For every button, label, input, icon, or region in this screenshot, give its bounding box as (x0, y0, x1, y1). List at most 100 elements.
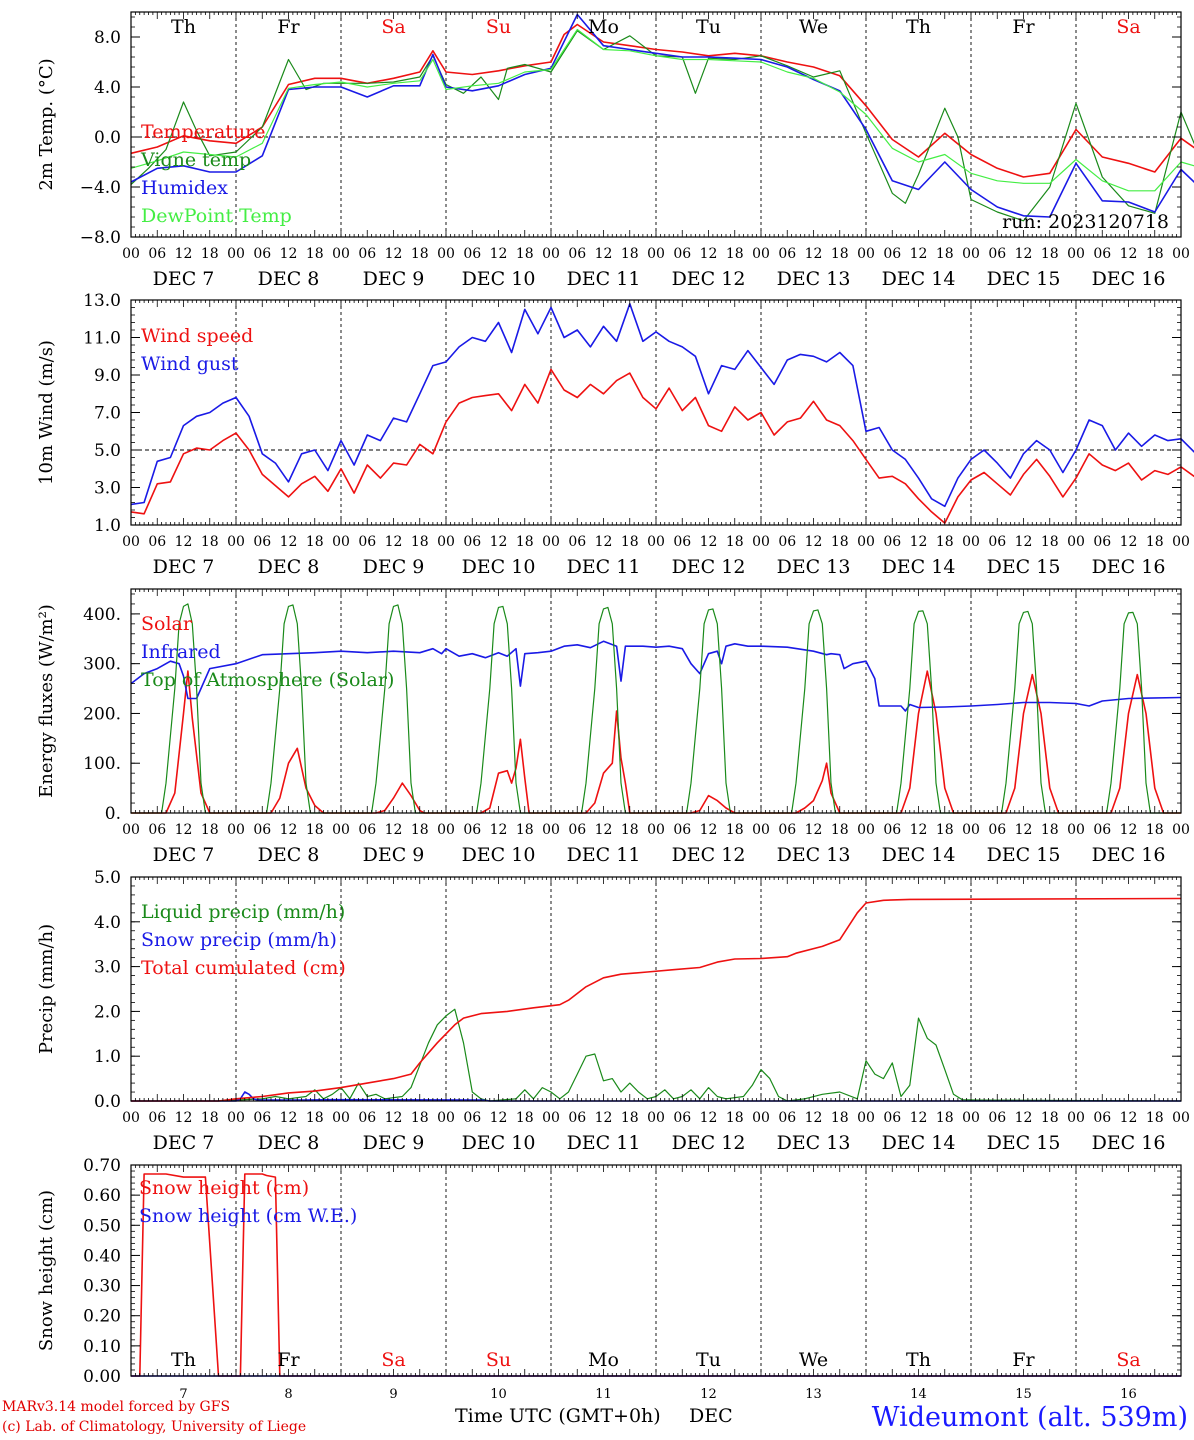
hour-tick-label: 12 (805, 1110, 823, 1126)
hour-tick-label: 06 (1093, 246, 1111, 262)
hour-tick-label: 12 (595, 822, 613, 838)
hour-tick-label: 00 (647, 822, 665, 838)
date-label: DEC 9 (363, 268, 425, 290)
date-label: DEC 8 (258, 1132, 320, 1154)
snow-panel: 0.70 0.60 0.50 0.40 0.30 0.20 0.10 0.00 Snow hei… (36, 1156, 1182, 1402)
day-number-label: 16 (1120, 1387, 1137, 1402)
hour-tick-label: 06 (988, 246, 1006, 262)
run-annotation: run: 2023120718 (1002, 211, 1169, 233)
weekday-label: Fr (1012, 16, 1035, 38)
plot-frame (130, 588, 1182, 814)
day-number-label: 7 (179, 1387, 187, 1402)
hour-tick-label: 00 (332, 1110, 350, 1126)
hour-tick-label: 00 (227, 534, 245, 550)
date-label: DEC 15 (987, 844, 1061, 866)
hour-tick-label: 12 (490, 246, 508, 262)
hour-tick-label: 06 (568, 534, 586, 550)
hour-tick-label: 12 (1120, 246, 1138, 262)
hour-tick-label: 12 (910, 822, 928, 838)
hour-tick-label: 12 (595, 534, 613, 550)
weekday-label: Sa (1116, 1349, 1140, 1371)
hour-tick-label: 18 (936, 534, 954, 550)
hour-tick-label: 12 (595, 1110, 613, 1126)
hour-tick-label: 18 (726, 1110, 744, 1126)
hour-tick-label: 18 (306, 822, 324, 838)
hour-tick-label: 00 (332, 534, 350, 550)
hour-tick-label: 18 (516, 534, 534, 550)
y-tick-label: −8.0 (80, 228, 121, 248)
hour-tick-label: 00 (962, 534, 980, 550)
legend-entry: Wind gust (141, 353, 239, 375)
hour-tick-label: 06 (778, 1110, 796, 1126)
hour-tick-label: 18 (831, 1110, 849, 1126)
date-label: DEC 9 (363, 556, 425, 578)
hour-tick-label: 06 (148, 1110, 166, 1126)
hour-tick-label: 18 (621, 534, 639, 550)
date-label: DEC 7 (153, 556, 215, 578)
hour-tick-label: 00 (227, 822, 245, 838)
day-number-label: 12 (700, 1387, 717, 1402)
legend-entry: Top of Atmosphere (Solar) (141, 669, 394, 691)
hour-tick-label: 12 (385, 246, 403, 262)
hour-tick-label: 12 (1015, 822, 1033, 838)
date-label: DEC 14 (882, 556, 956, 578)
legend-entry: DewPoint Temp (141, 205, 292, 227)
date-label: DEC 15 (987, 268, 1061, 290)
hour-tick-label: 00 (857, 1110, 875, 1126)
hour-tick-label: 12 (595, 246, 613, 262)
weekday-label: Mo (588, 1349, 619, 1371)
hour-tick-label: 12 (1120, 534, 1138, 550)
hour-tick-label: 06 (148, 534, 166, 550)
hour-tick-label: 00 (1067, 1110, 1085, 1126)
hour-tick-label: 12 (280, 822, 298, 838)
date-label: DEC 14 (882, 1132, 956, 1154)
hour-tick-label: 00 (542, 534, 560, 550)
hour-tick-label: 06 (883, 246, 901, 262)
hour-tick-label: 00 (332, 822, 350, 838)
hour-tick-label: 00 (752, 246, 770, 262)
legend-entry: Solar (141, 613, 193, 635)
hour-tick-label: 12 (700, 822, 718, 838)
series-line-dewpoint-temp (130, 28, 1194, 192)
station-title: Wideumont (alt. 539m) (871, 1402, 1188, 1433)
date-label: DEC 16 (1092, 556, 1166, 578)
weekday-label: We (799, 1349, 828, 1371)
hour-tick-label: 06 (358, 246, 376, 262)
y-tick-label: 2.0 (94, 1002, 121, 1022)
hour-tick-label: 00 (857, 534, 875, 550)
hour-tick-label: 18 (411, 534, 429, 550)
hour-tick-label: 18 (201, 822, 219, 838)
hour-tick-label: 06 (988, 822, 1006, 838)
date-label: DEC 8 (258, 268, 320, 290)
y-tick-label: 13.0 (83, 291, 121, 311)
y-tick-label: 4.0 (94, 78, 121, 98)
hour-tick-label: 06 (673, 534, 691, 550)
y-tick-label: 3.0 (94, 479, 121, 499)
hour-tick-label: 06 (673, 822, 691, 838)
date-label: DEC 13 (777, 844, 851, 866)
hour-tick-label: 00 (437, 822, 455, 838)
hour-tick-label: 06 (568, 1110, 586, 1126)
legend-entry: Infrared (141, 641, 221, 663)
hour-tick-label: 00 (1067, 534, 1085, 550)
hour-tick-label: 00 (752, 1110, 770, 1126)
date-label: DEC 10 (462, 268, 536, 290)
time-axis-month: DEC (689, 1405, 733, 1427)
hour-tick-label: 18 (621, 1110, 639, 1126)
hour-tick-label: 06 (253, 246, 271, 262)
temperature-panel: 8.0 4.0 0.0 −4.0 −8.0 2m Temp. (°C) 00 06 12 18 00… (36, 11, 1194, 290)
y-tick-label: 0.50 (83, 1216, 121, 1236)
legend-entry: Temperature (141, 121, 265, 143)
y-tick-label: 1.0 (94, 1047, 121, 1067)
hour-tick-label: 12 (1015, 1110, 1033, 1126)
legend-entry: Snow height (cm W.E.) (139, 1205, 357, 1227)
hour-tick-label: 18 (936, 1110, 954, 1126)
hour-tick-label: 12 (1015, 534, 1033, 550)
hour-tick-label: 12 (1015, 246, 1033, 262)
hour-tick-label: 18 (1041, 822, 1059, 838)
date-label: DEC 13 (777, 556, 851, 578)
weekday-label: We (799, 16, 828, 38)
date-label: DEC 9 (363, 1132, 425, 1154)
date-label: DEC 15 (987, 1132, 1061, 1154)
hour-tick-label: 18 (621, 822, 639, 838)
